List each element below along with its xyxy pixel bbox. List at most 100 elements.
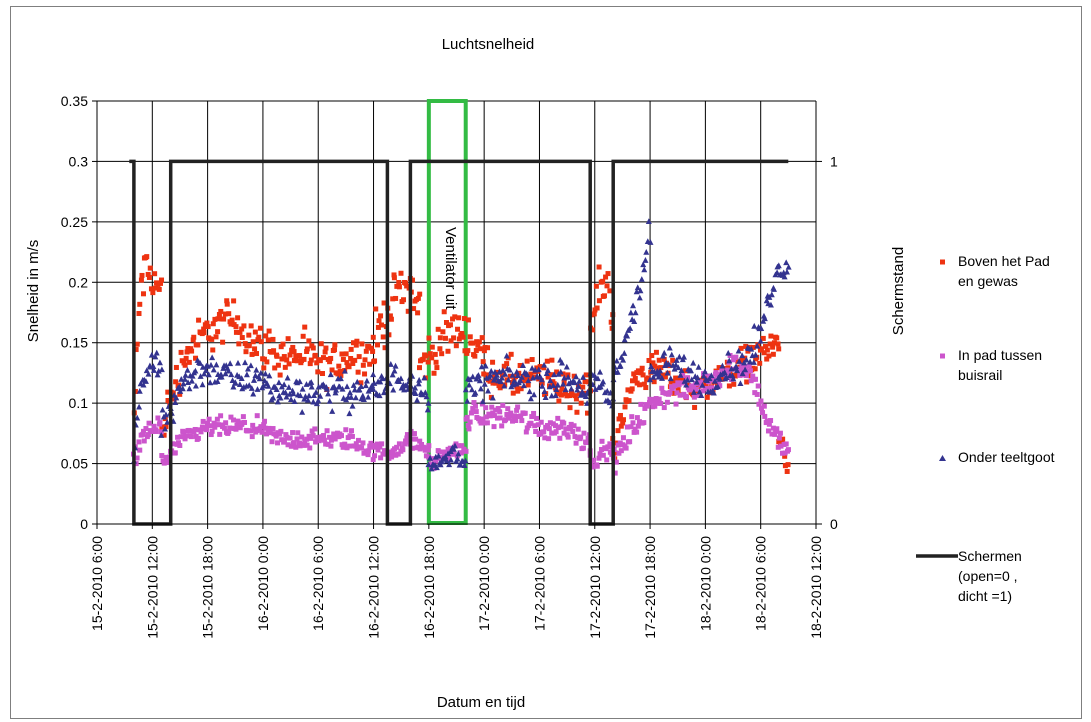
data-point [152,271,158,277]
data-point [184,349,190,355]
data-point [690,389,697,395]
data-point [134,341,140,347]
data-point [508,351,514,357]
x-tick-label: 17-2-2010 6:00 [531,536,547,631]
data-point [356,354,362,360]
data-point [529,414,535,420]
data-point [380,389,387,396]
data-point [277,394,284,401]
data-point [757,360,763,366]
data-point [477,385,484,392]
data-point [632,375,638,381]
data-point [499,423,505,429]
data-point [733,363,740,370]
data-point [150,290,156,296]
data-point [447,456,454,463]
legend-label: (open=0 , [958,568,1018,584]
data-point [651,379,657,385]
data-point [709,385,715,391]
data-point [327,359,333,365]
data-point [527,395,534,402]
data-point [645,375,651,381]
data-point [474,339,480,345]
data-point [207,361,214,368]
data-point [625,387,631,393]
data-point [157,420,163,426]
data-point [481,348,487,354]
data-point [743,364,749,370]
x-tick-label: 17-2-2010 0:00 [476,536,492,631]
data-point [529,357,535,363]
data-point [294,358,300,364]
data-point [643,385,649,391]
data-point [667,375,674,382]
data-point [631,318,638,324]
data-point [518,413,524,419]
data-point [205,324,211,330]
data-point [158,429,164,435]
data-point [416,365,422,371]
data-point [233,329,239,335]
data-point [594,463,600,469]
data-point [310,398,317,405]
data-point [209,336,215,342]
data-point [140,428,146,434]
data-point [596,455,602,461]
data-point [340,444,346,450]
data-point [717,383,723,389]
data-point [159,277,165,283]
data-point [348,346,354,352]
data-point [561,420,567,426]
data-point [353,441,359,447]
data-point [278,428,284,434]
data-point [322,349,328,355]
data-point [607,288,613,294]
data-point [639,365,645,371]
data-point [498,374,505,381]
data-point [569,392,575,398]
data-point [343,427,349,433]
data-point [307,445,313,451]
chart-title: Luchtsnelheid [442,36,535,53]
data-point [145,432,151,438]
data-point [476,339,482,345]
data-point [377,378,384,385]
legend-label: Boven het Pad [958,253,1050,269]
x-tick-label: 16-2-2010 0:00 [255,536,271,631]
data-point [504,411,510,417]
data-point [215,329,221,335]
legend-marker [940,259,945,265]
data-point [164,418,171,425]
data-point [660,352,667,359]
data-point [324,428,330,434]
data-point [441,309,447,315]
data-point [622,404,628,410]
data-point [153,349,160,356]
data-point [287,352,293,358]
data-point [681,376,687,382]
data-point [196,317,202,323]
data-point [457,461,464,468]
data-point [372,358,378,364]
data-point [230,417,236,423]
data-point [527,376,533,382]
data-point [335,371,341,377]
data-point [465,317,471,323]
data-point [756,401,762,407]
data-point [426,335,432,341]
data-point [241,323,247,329]
data-point [757,337,764,344]
data-point [208,432,214,438]
data-point [662,374,668,380]
data-point [421,374,428,381]
data-point [747,358,754,365]
data-point [147,265,153,271]
data-point [217,431,223,437]
data-point [693,378,700,385]
data-point [299,408,306,415]
data-point [775,341,781,347]
data-point [274,353,280,359]
data-point [703,377,710,384]
data-point [778,443,784,449]
data-point [222,370,229,377]
